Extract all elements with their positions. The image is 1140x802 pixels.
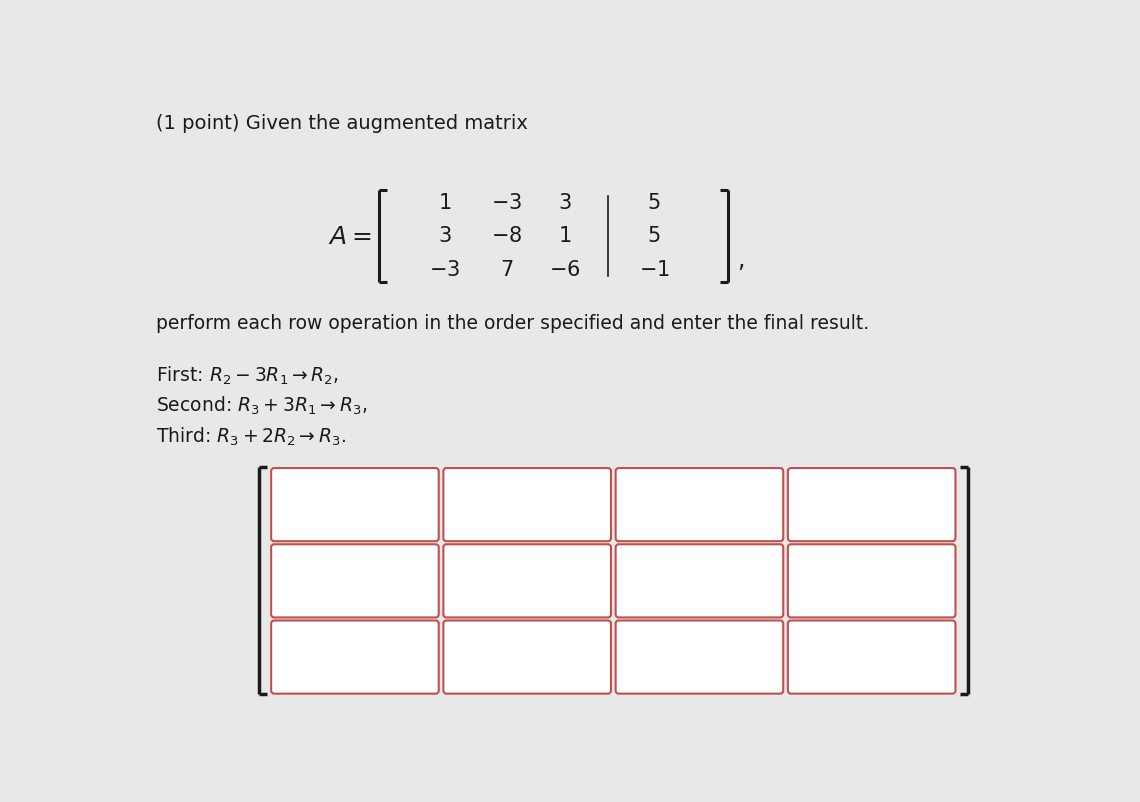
FancyBboxPatch shape (271, 468, 439, 541)
FancyBboxPatch shape (788, 545, 955, 618)
FancyBboxPatch shape (274, 471, 437, 540)
FancyBboxPatch shape (446, 622, 609, 692)
FancyBboxPatch shape (618, 546, 781, 616)
FancyBboxPatch shape (443, 545, 611, 618)
FancyBboxPatch shape (617, 470, 782, 541)
FancyBboxPatch shape (274, 622, 437, 692)
FancyBboxPatch shape (616, 468, 783, 541)
FancyBboxPatch shape (617, 622, 782, 693)
Text: perform each row operation in the order specified and enter the final result.: perform each row operation in the order … (156, 314, 870, 333)
Text: $-3$: $-3$ (429, 259, 461, 279)
FancyBboxPatch shape (445, 545, 610, 617)
FancyBboxPatch shape (445, 622, 610, 693)
FancyBboxPatch shape (272, 545, 438, 617)
Text: $-8$: $-8$ (491, 225, 522, 245)
Text: $3$: $3$ (438, 225, 451, 245)
FancyBboxPatch shape (272, 622, 438, 693)
FancyBboxPatch shape (618, 622, 781, 692)
FancyBboxPatch shape (271, 621, 439, 694)
FancyBboxPatch shape (271, 468, 439, 541)
Text: $1$: $1$ (559, 225, 571, 245)
Text: $7$: $7$ (500, 259, 513, 279)
FancyBboxPatch shape (274, 546, 437, 616)
Text: ,: , (736, 248, 744, 272)
Text: $-6$: $-6$ (549, 259, 580, 279)
Text: $5$: $5$ (648, 192, 661, 213)
FancyBboxPatch shape (790, 622, 953, 692)
FancyBboxPatch shape (788, 468, 955, 541)
Text: $3$: $3$ (559, 192, 571, 213)
Text: $-3$: $-3$ (491, 192, 522, 213)
FancyBboxPatch shape (616, 621, 783, 694)
Text: (1 point) Given the augmented matrix: (1 point) Given the augmented matrix (156, 114, 528, 133)
FancyBboxPatch shape (445, 470, 610, 541)
FancyBboxPatch shape (790, 471, 953, 540)
FancyBboxPatch shape (788, 621, 955, 694)
Text: $A =$: $A =$ (327, 225, 372, 249)
FancyBboxPatch shape (443, 545, 611, 618)
FancyBboxPatch shape (616, 621, 783, 694)
FancyBboxPatch shape (443, 621, 611, 694)
Text: Third: $R_3 + 2R_2 \rightarrow R_3$.: Third: $R_3 + 2R_2 \rightarrow R_3$. (156, 425, 347, 448)
Text: $1$: $1$ (438, 192, 451, 213)
FancyBboxPatch shape (271, 545, 439, 618)
FancyBboxPatch shape (446, 471, 609, 540)
FancyBboxPatch shape (616, 545, 783, 618)
FancyBboxPatch shape (443, 468, 611, 541)
FancyBboxPatch shape (788, 468, 955, 541)
FancyBboxPatch shape (789, 545, 954, 617)
FancyBboxPatch shape (443, 468, 611, 541)
FancyBboxPatch shape (789, 622, 954, 693)
FancyBboxPatch shape (443, 621, 611, 694)
FancyBboxPatch shape (616, 468, 783, 541)
FancyBboxPatch shape (788, 545, 955, 618)
FancyBboxPatch shape (616, 545, 783, 618)
FancyBboxPatch shape (790, 546, 953, 616)
FancyBboxPatch shape (788, 621, 955, 694)
Text: $5$: $5$ (648, 225, 661, 245)
Text: First: $R_2 - 3R_1 \rightarrow R_2$,: First: $R_2 - 3R_1 \rightarrow R_2$, (156, 364, 340, 386)
FancyBboxPatch shape (618, 471, 781, 540)
FancyBboxPatch shape (272, 470, 438, 541)
FancyBboxPatch shape (271, 545, 439, 618)
FancyBboxPatch shape (446, 546, 609, 616)
FancyBboxPatch shape (617, 545, 782, 617)
Text: $-1$: $-1$ (638, 259, 669, 279)
FancyBboxPatch shape (271, 621, 439, 694)
FancyBboxPatch shape (789, 470, 954, 541)
Text: Second: $R_3 + 3R_1 \rightarrow R_3$,: Second: $R_3 + 3R_1 \rightarrow R_3$, (156, 395, 367, 417)
